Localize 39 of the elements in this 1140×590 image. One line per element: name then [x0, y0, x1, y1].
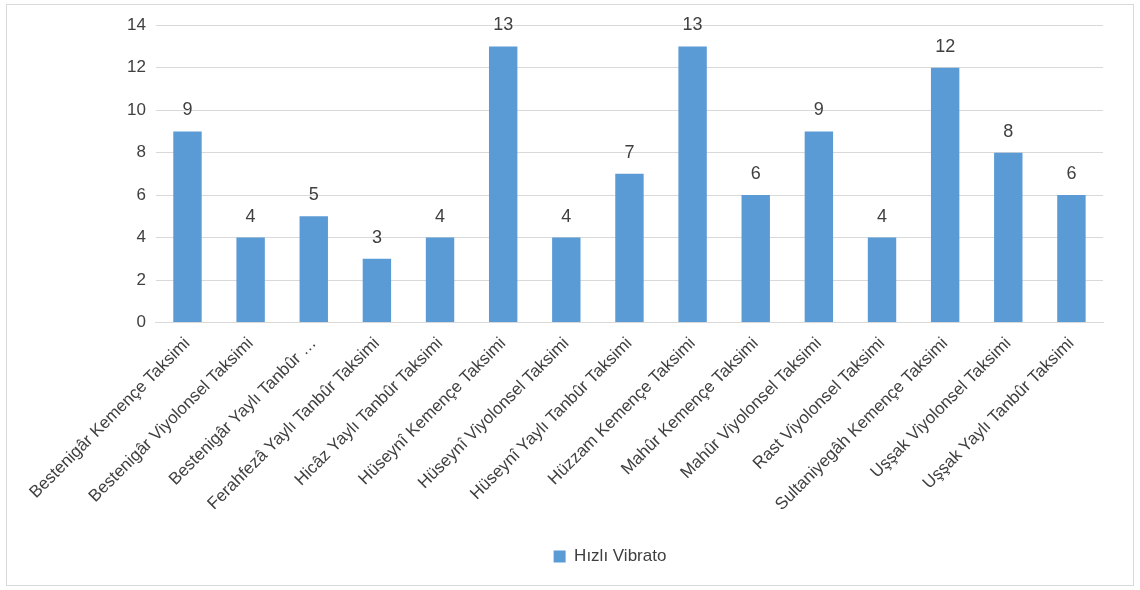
data-label: 6	[750, 163, 761, 184]
data-label: 4	[435, 205, 446, 226]
y-tick-label: 4	[136, 227, 146, 247]
y-tick-label: 8	[136, 142, 146, 162]
bar	[173, 131, 202, 323]
y-tick-label: 0	[136, 312, 146, 332]
bar	[425, 237, 455, 323]
bar	[930, 67, 960, 323]
y-tick-label: 10	[126, 99, 146, 119]
y-tick-label: 2	[136, 269, 146, 289]
data-label: 4	[561, 205, 572, 226]
data-label: 5	[308, 184, 319, 205]
bar	[867, 237, 897, 323]
data-label: 4	[877, 205, 888, 226]
data-label: 7	[624, 141, 635, 162]
bar	[1057, 195, 1086, 323]
data-label: 9	[813, 99, 824, 120]
data-label: 9	[182, 99, 193, 120]
bar	[552, 237, 581, 323]
y-tick-label: 12	[126, 57, 146, 77]
data-label: 13	[682, 14, 703, 35]
legend-label: Hızlı Vibrato	[574, 546, 667, 566]
y-tick-label: 6	[136, 184, 146, 204]
bar	[804, 131, 834, 323]
data-label: 6	[1066, 163, 1077, 184]
bar	[362, 258, 392, 323]
y-tick-label: 14	[126, 14, 146, 34]
data-label: 13	[493, 14, 514, 35]
bar	[299, 216, 328, 323]
data-label: 8	[1003, 120, 1014, 141]
bar	[615, 173, 644, 323]
bar	[236, 237, 265, 323]
data-label: 4	[245, 205, 256, 226]
bar	[994, 152, 1023, 323]
data-label: 3	[371, 226, 382, 247]
bar	[741, 195, 770, 323]
data-label: 12	[935, 35, 956, 56]
bar	[488, 46, 518, 323]
bar	[678, 46, 707, 323]
